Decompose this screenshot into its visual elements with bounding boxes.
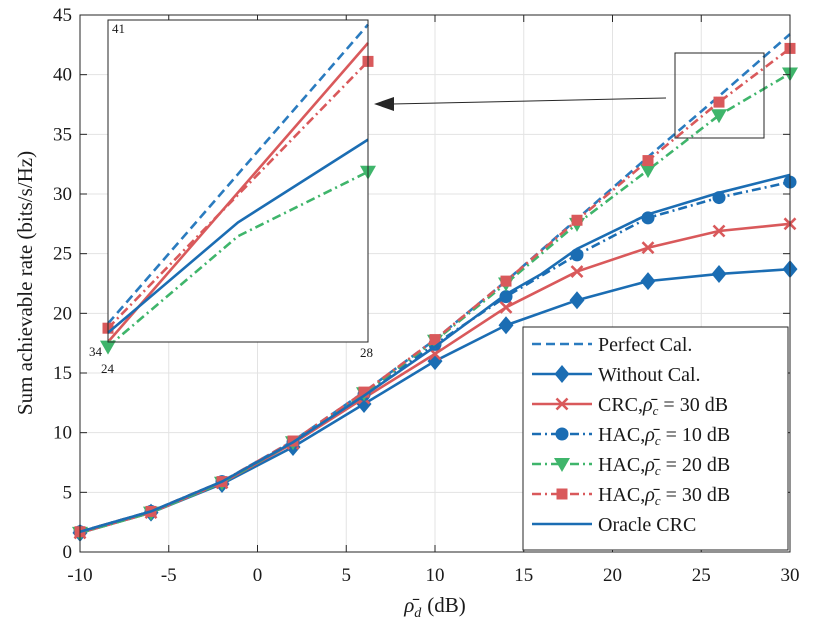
series-2-point-5-stroke-b [428,347,442,361]
series-5-point-5 [429,334,441,346]
inset-series-4 [107,138,369,334]
x-tick-label-30: 30 [781,565,800,586]
legend-item-0: Perfect Cal. [532,334,692,356]
inset-zoom-plot: 41 34 24 28 [89,19,376,376]
y-tick-label-45: 45 [53,5,72,26]
legend-item-6: Oracle CRC [532,514,696,536]
x-tick-label-10: 10 [426,565,445,586]
inset-series-line-4 [107,138,369,334]
series-5-point-4 [358,386,370,398]
legend-label-4: HAC,ρ̄c = 20 dB [598,454,730,478]
legend-label-6: Oracle CRC [598,514,696,536]
legend-label-1: Without Cal. [598,364,701,386]
series-2-point-7-stroke-b [570,265,584,278]
inset-series-line-1 [107,60,369,330]
series-1-point-6 [498,316,514,335]
series-5-point-7 [571,214,583,226]
legend-swatch-marker-3 [555,427,569,441]
x-tick-label--10: -10 [67,565,92,586]
inset-frame [107,19,369,343]
series-6 [79,173,791,533]
inset-series-2 [107,42,369,343]
inset-x-tick-right: 28 [360,345,373,360]
series-2-point-7 [570,265,584,278]
legend-swatch-marker-4 [554,458,570,472]
y-tick-label-20: 20 [53,303,72,324]
x-axis-label-unit: (dB) [427,593,466,617]
series-2-point-8 [641,241,655,255]
series-2-point-6 [499,300,513,314]
axis-ticks: -10 -5 0 5 10 15 20 25 30 0 5 10 15 20 25 30 35 40 45 [53,5,800,586]
legend-item-3: HAC,ρ̄c = 10 dB [532,424,730,448]
legend-item-4: HAC,ρ̄c = 20 dB [532,454,730,478]
series-1-point-8 [640,272,656,291]
series-2-point-8-stroke-b [641,241,655,255]
x-axis-label: ρ̄d (dB) [403,593,466,621]
legend-swatch-marker-2 [555,397,569,411]
x-tick-label--5: -5 [161,565,177,586]
inset-y-tick-top: 41 [112,21,125,36]
zoom-box [674,52,765,139]
series-4-point-8 [640,164,656,179]
y-tick-label-40: 40 [53,65,72,86]
series-2-point-9 [712,224,726,238]
inset-series-line-3 [107,170,369,348]
y-tick-label-10: 10 [53,423,72,444]
series-4-point-9 [711,109,727,124]
inset-series-0 [107,23,369,325]
series-5-point-9 [713,96,725,108]
legend: Perfect Cal. Without Cal. CRC,ρ̄c = 30 dB HA… [522,326,789,551]
series-1-point-9 [711,264,727,283]
series-2-point-9-stroke-b [712,224,726,238]
series-1-point-7 [569,291,585,310]
series-2-point-6-stroke-b [499,300,513,314]
y-tick-label-5: 5 [63,482,73,503]
x-tick-label-20: 20 [603,565,622,586]
y-tick-label-15: 15 [53,363,72,384]
legend-item-1: Without Cal. [532,364,701,386]
y-axis-label: Sum achievable rate (bits/s/Hz) [13,151,37,415]
inset-y-tick-bottom: 34 [89,344,103,359]
x-tick-label-0: 0 [253,565,263,586]
x-tick-label-5: 5 [342,565,352,586]
series-line-6 [79,173,791,533]
x-tick-label-15: 15 [514,565,533,586]
inset-series-3-point-0 [100,340,116,355]
x-tick-label-25: 25 [692,565,711,586]
y-tick-label-35: 35 [53,124,72,145]
inset-series-line-0 [107,23,369,325]
legend-label-3: HAC,ρ̄c = 10 dB [598,424,730,448]
inset-series-line-2 [107,42,369,343]
series-5-point-6 [500,275,512,287]
inset-x-tick-left: 24 [101,361,115,376]
legend-swatch-marker-1 [554,365,570,383]
series-5-point-8 [642,155,654,167]
legend-label-0: Perfect Cal. [598,334,692,356]
zoom-arrow [374,97,667,111]
legend-swatch-marker-2-stroke-b [555,397,569,411]
series-layer [72,33,798,542]
y-tick-label-25: 25 [53,244,72,265]
legend-label-2: CRC,ρ̄c = 30 dB [598,394,728,418]
y-tick-label-30: 30 [53,184,72,205]
inset-series-layer [100,23,376,355]
legend-box [522,326,789,551]
legend-swatch-marker-5 [556,488,568,500]
x-axis-label-subscript: d [414,606,422,621]
y-tick-label-0: 0 [63,542,73,563]
